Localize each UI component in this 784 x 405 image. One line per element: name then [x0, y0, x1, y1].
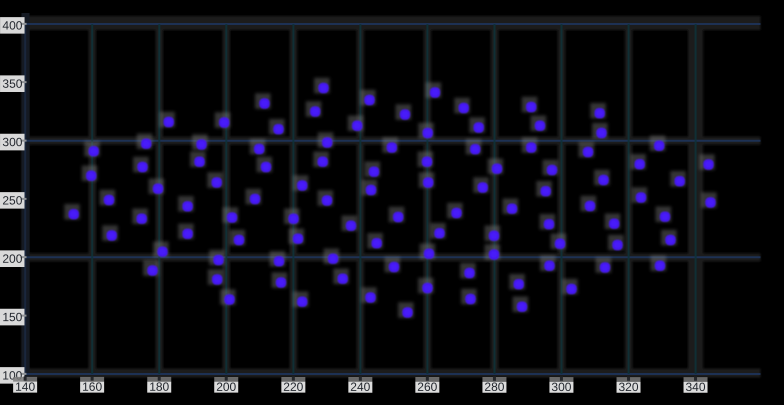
- svg-text:180: 180: [149, 380, 169, 394]
- svg-text:340: 340: [686, 380, 706, 394]
- svg-text:300: 300: [551, 380, 571, 394]
- svg-text:200: 200: [2, 252, 22, 266]
- svg-text:350: 350: [2, 77, 22, 91]
- svg-text:220: 220: [283, 380, 303, 394]
- svg-text:300: 300: [2, 135, 22, 149]
- svg-text:200: 200: [216, 380, 236, 394]
- svg-text:250: 250: [2, 193, 22, 207]
- svg-text:260: 260: [417, 380, 437, 394]
- svg-text:160: 160: [82, 380, 102, 394]
- svg-text:320: 320: [619, 380, 639, 394]
- svg-text:140: 140: [15, 380, 35, 394]
- svg-text:400: 400: [2, 18, 22, 32]
- svg-text:240: 240: [350, 380, 370, 394]
- svg-text:280: 280: [484, 380, 504, 394]
- svg-text:150: 150: [2, 310, 22, 324]
